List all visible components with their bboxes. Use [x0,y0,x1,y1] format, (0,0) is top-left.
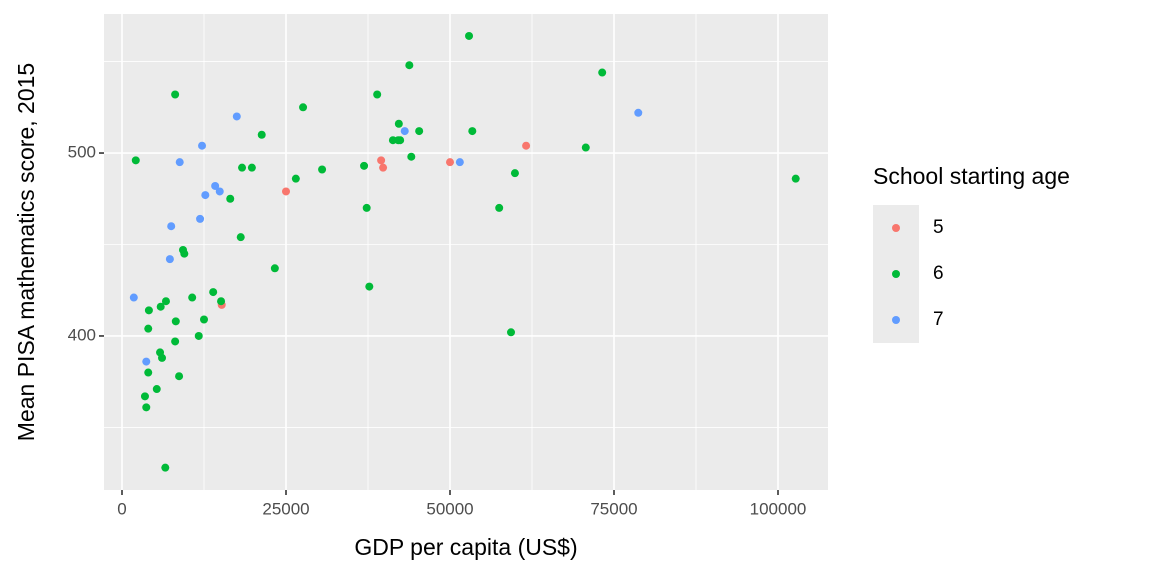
x-axis-title: GDP per capita (US$) [354,534,577,560]
point [510,169,519,178]
point [232,112,241,121]
point [238,163,247,172]
y-tick-label: 400 [68,325,96,344]
point [495,203,504,212]
point [299,103,308,112]
point [175,372,184,381]
y-axis-title: Mean PISA mathematics score, 2015 [13,63,39,441]
point [282,187,291,196]
point [201,191,210,200]
point [373,90,382,99]
point [236,233,245,242]
point [144,368,153,377]
point [144,324,153,333]
point [226,194,235,203]
point [142,357,151,366]
point [270,264,279,273]
point [165,255,174,264]
x-tick-label: 25000 [262,499,309,518]
point [634,108,643,117]
point [365,282,374,291]
point [167,222,176,231]
point [200,315,209,324]
point [171,90,180,99]
point [377,156,386,165]
point [455,158,464,167]
point [161,297,170,306]
points [129,31,800,472]
point [362,203,371,212]
point [175,158,184,167]
point [791,174,800,183]
point [405,61,414,70]
point [465,31,474,40]
point [194,331,203,340]
point [188,293,197,302]
point [156,302,165,311]
point [598,68,607,77]
point [318,165,327,174]
point [144,306,153,315]
grid [104,14,828,490]
point [522,141,531,150]
point [198,141,207,150]
point [257,130,266,139]
point [211,181,220,190]
point [379,163,388,172]
legend-key [892,270,900,278]
legend-label: 6 [933,263,944,284]
point [140,392,149,401]
point [291,174,300,183]
point [131,156,140,165]
point [415,127,424,136]
legend-label: 5 [933,217,944,238]
point [161,463,170,472]
legend-key [892,316,900,324]
point [581,143,590,152]
legend: School starting age 5 6 7 [873,163,1070,343]
x-tick-label: 0 [117,499,126,518]
legend-key [892,224,900,232]
point [247,163,256,172]
point [171,337,180,346]
point [396,136,405,145]
legend-title: School starting age [873,163,1070,189]
y-tick-label: 500 [68,143,96,162]
point [158,353,167,362]
point [209,288,218,297]
point [179,245,188,254]
point [507,328,516,337]
axes: 400 500 0 25000 50000 75000 100000 [68,143,807,519]
x-tick-label: 50000 [426,499,473,518]
legend-label: 7 [933,309,944,330]
point [215,187,224,196]
point [400,127,409,136]
plot-panel [104,14,828,490]
point [446,158,455,167]
point [142,403,151,412]
point [468,127,477,136]
point [360,161,369,170]
point [407,152,416,161]
point [394,119,403,128]
point [152,385,161,394]
point [217,297,226,306]
point [129,293,138,302]
point [171,317,180,326]
x-tick-label: 100000 [750,499,807,518]
x-tick-label: 75000 [590,499,637,518]
point [196,214,205,223]
